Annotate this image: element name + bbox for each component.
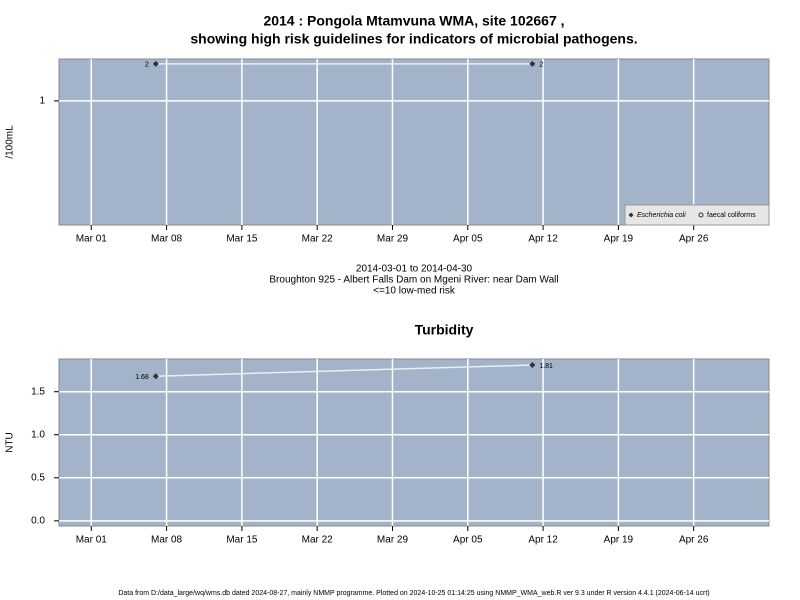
x-tick-label: Mar 08 xyxy=(151,535,183,546)
value-label: 1.81 xyxy=(539,363,553,370)
x-tick-label: Mar 22 xyxy=(302,535,334,546)
point xyxy=(152,373,159,380)
x-tick-label: Mar 29 xyxy=(377,234,409,245)
x-tick-label: Apr 12 xyxy=(528,535,558,546)
x-tick-label: Mar 29 xyxy=(377,535,409,546)
annotation: Broughton 925 - Albert Falls Dam on Mgen… xyxy=(269,275,558,286)
x-tick-label: Apr 26 xyxy=(679,535,709,546)
plot-area xyxy=(58,58,770,226)
annotation: <=10 low-med risk xyxy=(373,286,456,297)
x-tick-label: Mar 22 xyxy=(302,234,334,245)
chart-title: Turbidity xyxy=(415,322,474,338)
legend-label: faecal coliforms xyxy=(707,212,756,219)
x-tick-label: Mar 01 xyxy=(76,535,108,546)
x-tick-label: Apr 26 xyxy=(679,234,709,245)
legend xyxy=(624,204,770,226)
x-tick-label: Apr 19 xyxy=(604,535,634,546)
footer: Data from D:/data_large/wq/wms.db dated … xyxy=(118,590,709,597)
value-label: 1.68 xyxy=(135,374,149,381)
y-tick-label: 0.0 xyxy=(31,515,45,526)
x-tick-label: Mar 01 xyxy=(76,234,108,245)
annotation: 2014-03-01 to 2014-04-30 xyxy=(356,264,473,275)
value-label: 2 xyxy=(539,62,543,69)
y-axis-label: /100mL xyxy=(5,125,16,159)
x-tick-label: Mar 08 xyxy=(151,234,183,245)
point xyxy=(152,60,159,67)
y-tick-label: 0.5 xyxy=(31,472,45,483)
x-tick-label: Apr 05 xyxy=(453,535,483,546)
legend-marker xyxy=(628,212,634,218)
x-tick-label: Apr 19 xyxy=(604,234,634,245)
y-tick-label: 1.0 xyxy=(31,429,45,440)
title: 2014 : Pongola Mtamvuna WMA, site 102667… xyxy=(263,13,564,29)
value-label: 2 xyxy=(145,62,149,69)
subtitle: showing high risk guidelines for indicat… xyxy=(190,31,637,47)
point xyxy=(529,362,536,369)
x-tick-label: Apr 05 xyxy=(453,234,483,245)
legend-marker xyxy=(698,212,704,218)
line xyxy=(155,364,533,377)
x-tick-label: Apr 12 xyxy=(528,234,558,245)
x-tick-label: Mar 15 xyxy=(226,535,258,546)
y-tick-label: 1 xyxy=(39,96,45,107)
point xyxy=(529,60,536,67)
y-axis-label: NTU xyxy=(5,432,16,453)
y-tick-label: 1.5 xyxy=(31,386,45,397)
legend-label: Escherichia coli xyxy=(637,212,686,219)
x-tick-label: Mar 15 xyxy=(226,234,258,245)
plot-area xyxy=(58,358,770,527)
